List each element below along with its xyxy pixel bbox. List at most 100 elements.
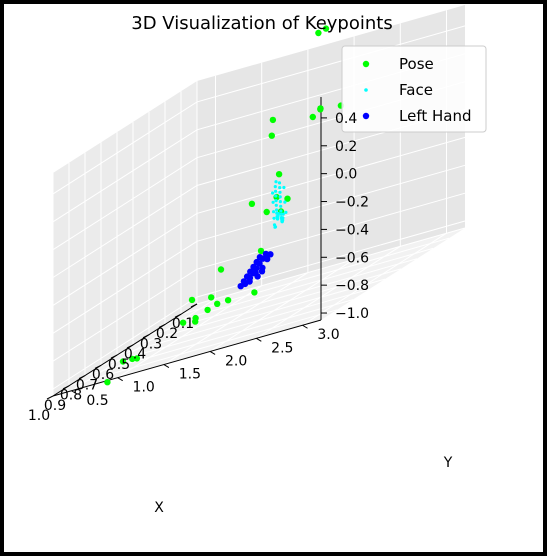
face-point bbox=[274, 194, 278, 198]
x-tick-label: 0.4 bbox=[124, 347, 146, 363]
face-point bbox=[281, 212, 285, 216]
z-tick-label: −0.4 bbox=[335, 222, 369, 238]
pose-point bbox=[263, 208, 270, 216]
pose-point bbox=[133, 355, 141, 362]
x-tick-label: 0.7 bbox=[76, 377, 98, 393]
pose-point bbox=[208, 294, 215, 301]
pose-point bbox=[104, 379, 111, 386]
y-tick-mark bbox=[302, 324, 308, 329]
face-point bbox=[272, 210, 276, 214]
pose-point bbox=[119, 358, 127, 365]
face-point bbox=[274, 199, 278, 203]
x-tick-label: 0.1 bbox=[172, 316, 194, 332]
y-tick-label: 3.0 bbox=[317, 327, 339, 343]
y-tick-mark bbox=[209, 351, 216, 355]
pose-point bbox=[192, 318, 199, 325]
x-tick-mark bbox=[190, 303, 198, 308]
z-tick-label: −0.6 bbox=[335, 250, 369, 266]
face-point bbox=[276, 214, 280, 218]
pose-point bbox=[188, 296, 196, 304]
face-point bbox=[273, 185, 277, 189]
grid-line-z bbox=[52, 136, 466, 306]
y-tick-label: 2.5 bbox=[271, 340, 293, 356]
legend-marker-left-hand bbox=[362, 112, 370, 120]
face-point bbox=[274, 203, 278, 207]
legend-marker-face bbox=[364, 88, 368, 92]
x-tick-label: 0.5 bbox=[108, 357, 130, 373]
tick-marks bbox=[46, 117, 327, 400]
face-point bbox=[278, 195, 282, 199]
x-tick-label: 0.6 bbox=[92, 367, 114, 383]
face-point bbox=[283, 200, 287, 204]
z-tick-label: 0.2 bbox=[335, 139, 357, 155]
pose-point bbox=[284, 195, 291, 202]
left-hand-point bbox=[258, 268, 266, 275]
x-tick-label: 0.3 bbox=[140, 336, 162, 352]
x-axis-label: X bbox=[154, 500, 164, 516]
x-tick-mark bbox=[174, 313, 182, 318]
pose-point bbox=[275, 171, 283, 178]
z-tick-label: −1.0 bbox=[335, 306, 369, 322]
pose-point bbox=[204, 306, 211, 314]
left-hand-point bbox=[267, 251, 274, 258]
pose-point bbox=[248, 200, 256, 207]
grid-line-y bbox=[163, 49, 309, 366]
pose-point bbox=[179, 319, 187, 326]
pose-point bbox=[309, 113, 316, 121]
y-tick-label: 1.0 bbox=[133, 380, 155, 396]
face-point bbox=[271, 191, 275, 195]
pose-point bbox=[214, 300, 221, 307]
pose-point bbox=[322, 25, 330, 32]
left-wall-pane bbox=[53, 81, 197, 396]
pose-point bbox=[317, 105, 324, 112]
pose-point bbox=[257, 247, 265, 255]
legend-label-left-hand: Left Hand bbox=[399, 107, 472, 125]
face-point bbox=[274, 180, 278, 184]
figure-canvas: 3D Visualization of Keypoints X Y Pose Fa… bbox=[4, 4, 543, 552]
legend-marker-pose bbox=[362, 60, 370, 68]
x-tick-label: 0.8 bbox=[60, 388, 82, 404]
pose-point bbox=[268, 132, 275, 139]
x-tick-mark bbox=[94, 364, 102, 369]
x-tick-mark bbox=[78, 375, 86, 380]
z-tick-label: −0.2 bbox=[335, 195, 369, 211]
z-tick-label: 0.0 bbox=[335, 167, 357, 183]
y-tick-mark bbox=[117, 377, 123, 382]
x-tick-label: 0.2 bbox=[156, 326, 178, 342]
face-point bbox=[278, 190, 282, 194]
legend-label-face: Face bbox=[399, 81, 433, 99]
left-hand-point bbox=[246, 278, 253, 285]
legend-box bbox=[341, 45, 487, 133]
pose-point bbox=[315, 29, 322, 37]
z-tick-label: −0.8 bbox=[335, 278, 369, 294]
grid-line-z bbox=[52, 109, 466, 278]
x-tick-mark bbox=[110, 354, 118, 359]
y-tick-label: 1.5 bbox=[179, 367, 201, 383]
pose-point bbox=[251, 289, 258, 296]
chart-title: 3D Visualization of Keypoints bbox=[131, 13, 392, 34]
grid-line-z bbox=[52, 164, 466, 334]
left-hand-point bbox=[252, 269, 259, 276]
y-tick-mark bbox=[163, 364, 170, 368]
legend-label-pose: Pose bbox=[399, 55, 434, 73]
face-point bbox=[284, 210, 288, 214]
face-point bbox=[274, 189, 278, 193]
x-tick-label: 0.9 bbox=[44, 398, 66, 414]
face-point bbox=[276, 211, 280, 216]
face-point bbox=[271, 200, 275, 204]
face-point bbox=[278, 200, 282, 204]
floor-pane bbox=[53, 228, 465, 396]
grid-line-z bbox=[52, 192, 466, 362]
left-hand-point bbox=[264, 255, 271, 263]
y-tick-mark bbox=[71, 390, 77, 395]
legend: Pose Face Left Hand bbox=[341, 45, 487, 133]
x-tick-mark bbox=[126, 344, 134, 349]
y-axis-label: Y bbox=[443, 455, 453, 471]
x-tick-mark bbox=[158, 323, 166, 328]
x-tick-mark bbox=[46, 395, 54, 400]
pose-point bbox=[217, 266, 225, 273]
pose-point bbox=[224, 297, 232, 304]
face-point bbox=[279, 204, 283, 208]
x-tick-mark bbox=[142, 334, 150, 339]
x-axis-line bbox=[52, 303, 198, 397]
